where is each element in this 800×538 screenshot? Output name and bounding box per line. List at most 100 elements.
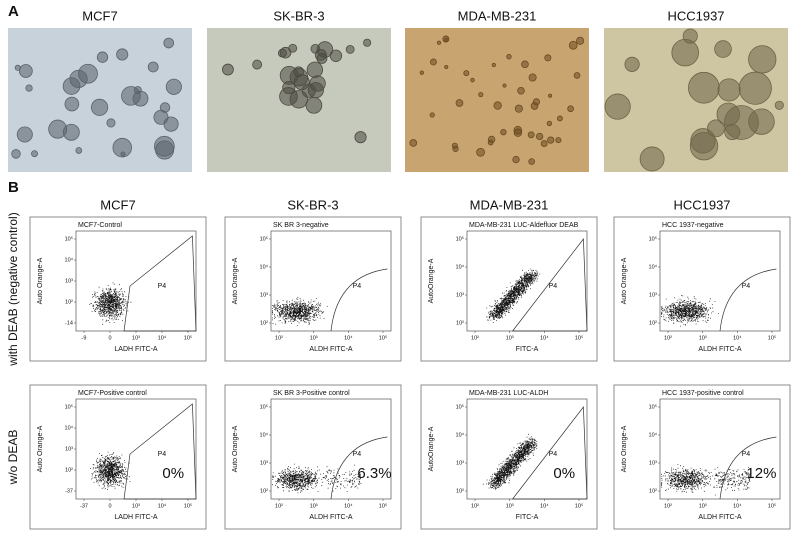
plot-title: MCF7-Control	[78, 222, 122, 229]
cell	[307, 82, 324, 99]
x-tick-label: 10³	[699, 335, 707, 341]
cell	[436, 40, 442, 45]
cell	[429, 112, 435, 118]
event-cloud	[272, 296, 328, 326]
y-axis-label: AutoOrange-A	[428, 258, 435, 303]
y-tick-label: 10³	[65, 446, 73, 452]
cell	[48, 119, 68, 139]
x-tick-label: 10³	[506, 503, 514, 509]
cell	[532, 98, 541, 106]
plot-panel	[224, 384, 402, 530]
cell	[62, 77, 81, 95]
cell	[493, 101, 502, 110]
plot-title: SK BR 3-negative	[273, 222, 329, 229]
y-tick-label: 10³	[260, 460, 268, 466]
cell	[429, 58, 437, 66]
x-axis-label: ALDH FITC-A	[309, 514, 353, 521]
cell	[487, 139, 494, 146]
y-tick-label: 10⁵	[260, 235, 268, 242]
gate	[719, 436, 777, 500]
y-tick-label: 10³	[649, 460, 657, 466]
x-tick-label: 10²	[471, 503, 479, 509]
x-axis-label: ALDH FITC-A	[309, 346, 353, 353]
gate-percent: 0%	[553, 465, 575, 482]
cell	[163, 37, 175, 49]
cell	[639, 146, 665, 172]
cell	[567, 105, 574, 113]
cell	[279, 46, 292, 59]
cell	[624, 56, 640, 72]
x-axis-label: FITC-A	[516, 514, 539, 521]
cell	[316, 52, 328, 64]
cell	[444, 64, 449, 69]
column-title: MCF7	[100, 197, 135, 212]
y-tick-label: 10²	[260, 488, 268, 494]
panel-label: A	[8, 3, 19, 20]
cell	[96, 51, 109, 63]
event-cloud	[89, 282, 132, 325]
cell	[500, 128, 507, 136]
x-tick-label: 10⁵	[768, 502, 776, 509]
x-axis-label: ALDH FITC-A	[698, 346, 742, 353]
y-axis-label: AutoOrange-A	[428, 426, 435, 471]
cell	[222, 63, 234, 76]
cell	[419, 70, 425, 75]
y-axis-label: Auto Orange-A	[621, 425, 628, 472]
cell	[527, 131, 535, 139]
plot-panel	[29, 216, 207, 362]
y-tick-label: 10²	[456, 488, 464, 494]
gate-label: P4	[549, 451, 558, 458]
gate-percent: 12%	[746, 465, 776, 482]
x-tick-label: 10⁵	[768, 334, 776, 341]
gate	[123, 403, 197, 500]
y-tick-label: 10⁴	[649, 263, 658, 270]
cell	[491, 62, 496, 68]
cell	[555, 137, 562, 144]
y-tick-label: 10³	[456, 292, 464, 298]
image-title: MCF7	[82, 8, 117, 23]
x-tick-label: 10²	[275, 335, 283, 341]
event-cloud	[90, 451, 131, 490]
cell	[329, 49, 343, 62]
y-tick-label: 10³	[260, 292, 268, 298]
cell	[748, 45, 777, 74]
x-tick-label: 10³	[506, 335, 514, 341]
gate	[330, 436, 388, 500]
y-tick-label: 10²	[649, 488, 657, 494]
cell	[521, 60, 529, 69]
cell	[154, 135, 175, 157]
cell	[682, 28, 698, 44]
x-tick-label: 10²	[664, 335, 672, 341]
cell	[293, 66, 305, 78]
cell	[502, 83, 507, 88]
gate	[330, 268, 388, 332]
cell	[689, 131, 719, 161]
plot-panel	[613, 384, 791, 530]
gate-label: P4	[353, 283, 362, 290]
event-cloud	[661, 295, 719, 327]
y-tick-label: 10⁴	[456, 431, 465, 438]
cell	[513, 128, 523, 137]
cell	[547, 136, 555, 144]
gate	[511, 238, 588, 332]
x-tick-label: 10²	[471, 335, 479, 341]
plot-title: HCC 1937-negative	[662, 222, 724, 229]
column-title: HCC1937	[673, 197, 730, 212]
cell	[78, 63, 98, 84]
y-axis-label: Auto Orange-A	[37, 425, 44, 472]
gate	[719, 268, 777, 332]
cell	[506, 53, 512, 60]
x-tick-label: 10⁴	[158, 334, 167, 341]
y-tick-label: 10⁵	[260, 403, 268, 410]
y-tick-label: 10⁴	[649, 431, 658, 438]
row-label: with DEAB (negative control)	[6, 212, 20, 366]
x-tick-label: 10²	[664, 503, 672, 509]
x-tick-label: 10⁴	[540, 502, 549, 509]
y-tick-label: 10⁵	[456, 235, 464, 242]
cell	[716, 102, 740, 127]
y-tick-label: 10⁴	[65, 256, 74, 263]
gate	[123, 235, 197, 332]
y-axis-label: Auto Orange-A	[232, 425, 239, 472]
y-tick-label: 10²	[649, 320, 657, 326]
